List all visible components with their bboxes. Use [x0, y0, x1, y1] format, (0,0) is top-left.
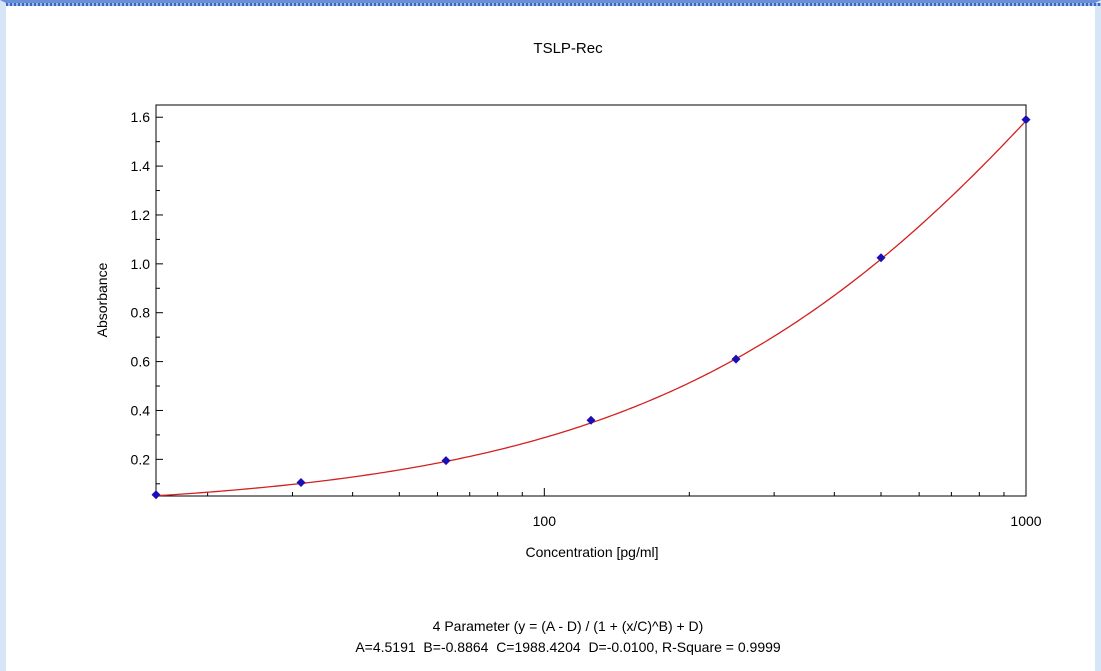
y-tick-label: 1.6: [131, 109, 151, 125]
window-top-border: [6, 3, 1101, 6]
x-tick-label: 1000: [1010, 513, 1041, 529]
data-point: [296, 478, 306, 488]
fit-formula: 4 Parameter (y = (A - D) / (1 + (x/C)^B)…: [433, 618, 704, 634]
data-point: [586, 415, 596, 425]
plot-frame: [155, 104, 1027, 497]
y-tick-label: 0.4: [131, 402, 151, 418]
y-axis-label: Absorbance: [94, 262, 110, 337]
data-point: [731, 354, 741, 364]
fit-curve: [155, 120, 1027, 497]
chart-title: TSLP-Rec: [533, 40, 603, 57]
plot-area: 0.2 0.4 0.6 0.8 1.0 1.2 1.4 1.6 100 1000: [131, 104, 1042, 529]
y-tick-label: 1.4: [131, 158, 151, 174]
x-tick-label: 100: [533, 513, 557, 529]
x-axis-label: Concentration [pg/ml]: [525, 544, 658, 560]
x-axis: 100 1000: [207, 488, 1042, 529]
data-point: [151, 490, 161, 500]
y-tick-label: 0.2: [131, 451, 151, 467]
data-points: [151, 115, 1031, 500]
data-point: [441, 456, 451, 466]
fit-parameters: A=4.5191 B=-0.8864 C=1988.4204 D=-0.0100…: [355, 639, 781, 655]
y-tick-label: 0.8: [131, 305, 151, 321]
y-tick-label: 1.2: [131, 207, 151, 223]
data-point: [1021, 115, 1031, 125]
y-axis: 0.2 0.4 0.6 0.8 1.0 1.2 1.4 1.6: [131, 109, 163, 485]
y-tick-label: 1.0: [131, 256, 151, 272]
y-tick-label: 0.6: [131, 354, 151, 370]
data-point: [876, 253, 886, 263]
